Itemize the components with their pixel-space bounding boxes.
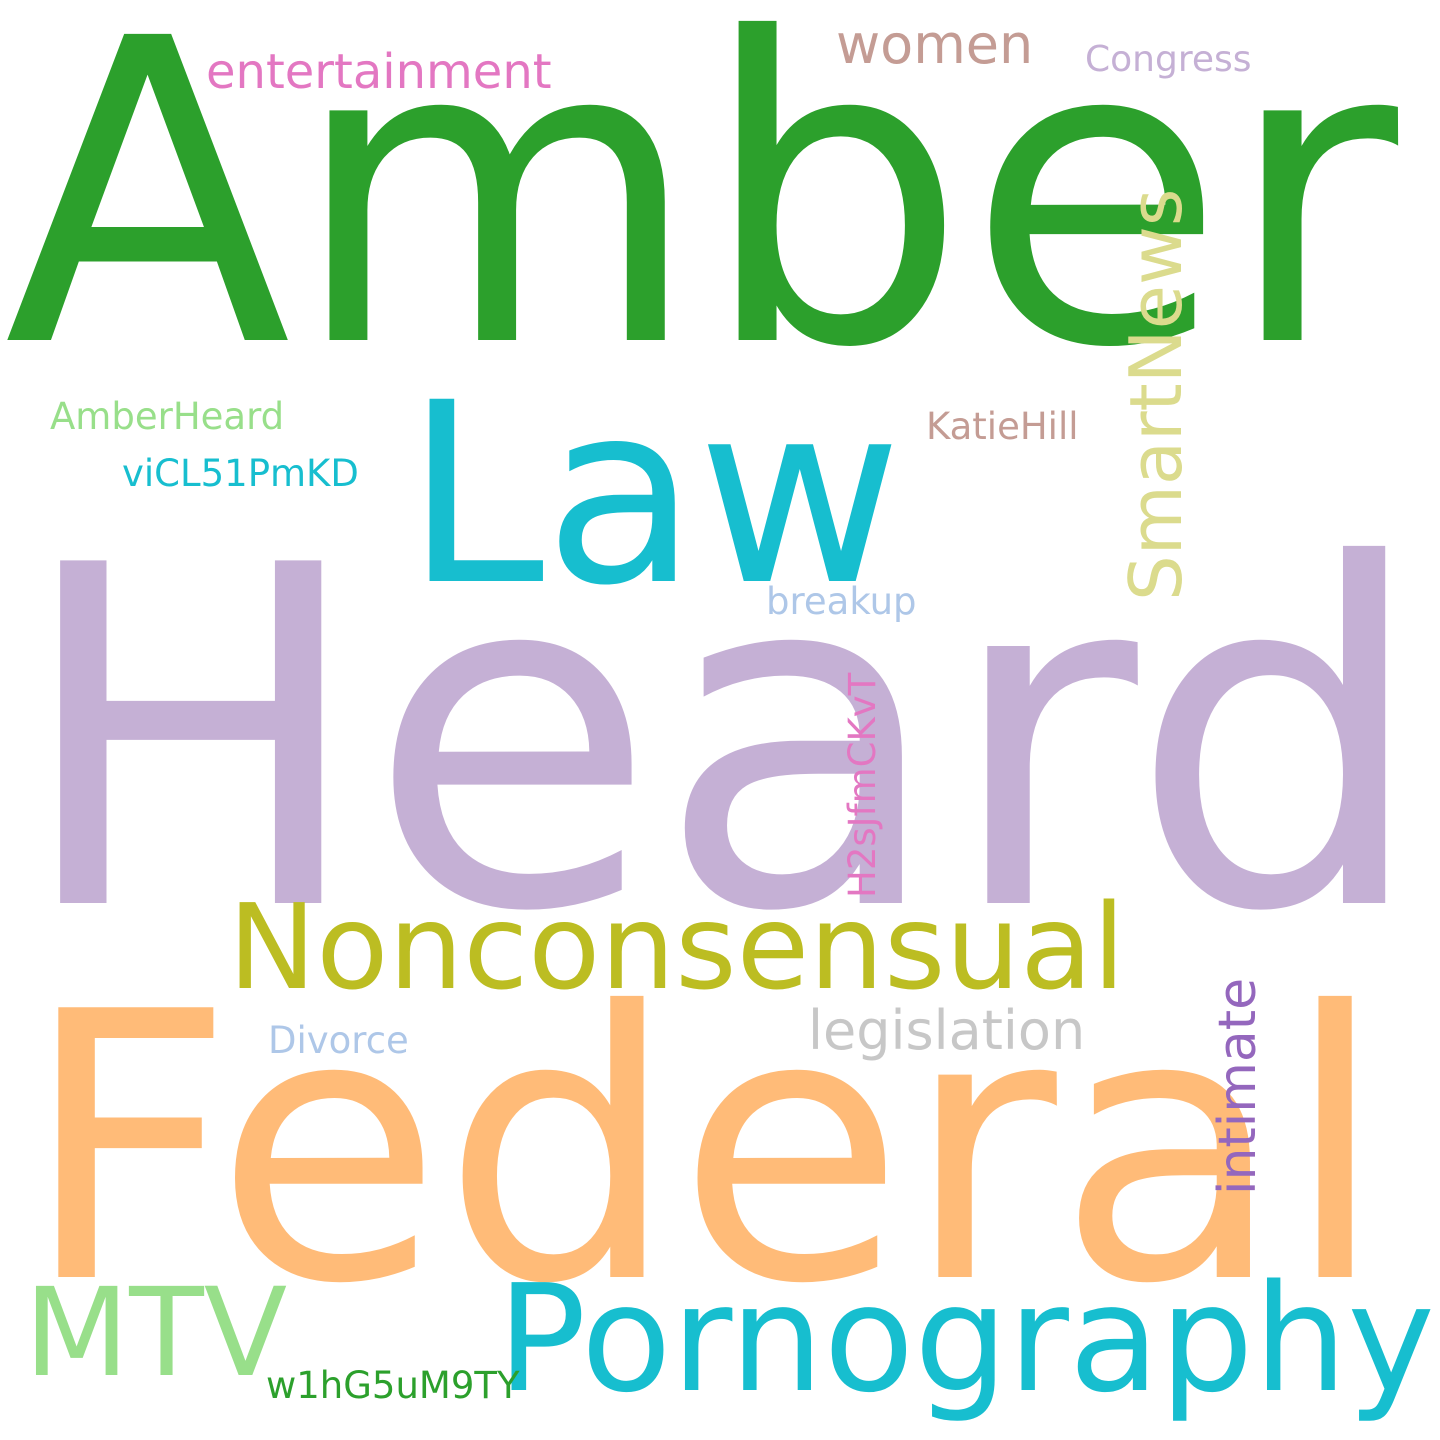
word-legislation: legislation	[808, 999, 1086, 1062]
word-smartnews: SmartNews	[1114, 188, 1198, 601]
word-heard: Heard	[14, 467, 1428, 1014]
word-vicl51pmkd: viCL51PmKD	[122, 452, 359, 495]
word-federal: Federal	[22, 935, 1387, 1365]
word-katiehill: KatieHill	[926, 405, 1079, 448]
word-h2sjfmckvt: H2sJfmCKvT	[841, 672, 884, 898]
word-divorce: Divorce	[268, 1019, 409, 1062]
word-law: Law	[405, 349, 902, 640]
word-amber: Amber	[4, 0, 1399, 440]
word-nonconsensual: Nonconsensual	[228, 878, 1126, 1016]
word-women: women	[836, 13, 1034, 76]
word-intimate: intimate	[1208, 977, 1268, 1195]
word-pornography: Pornography	[497, 1253, 1435, 1425]
word-w1hg5um9ty: w1hG5uM9TY	[266, 1364, 520, 1407]
word-breakup: breakup	[766, 580, 917, 623]
word-entertainment: entertainment	[206, 44, 552, 100]
word-amberheard: AmberHeard	[50, 395, 285, 438]
word-mtv: MTV	[24, 1262, 288, 1404]
word-congress: Congress	[1085, 39, 1252, 80]
